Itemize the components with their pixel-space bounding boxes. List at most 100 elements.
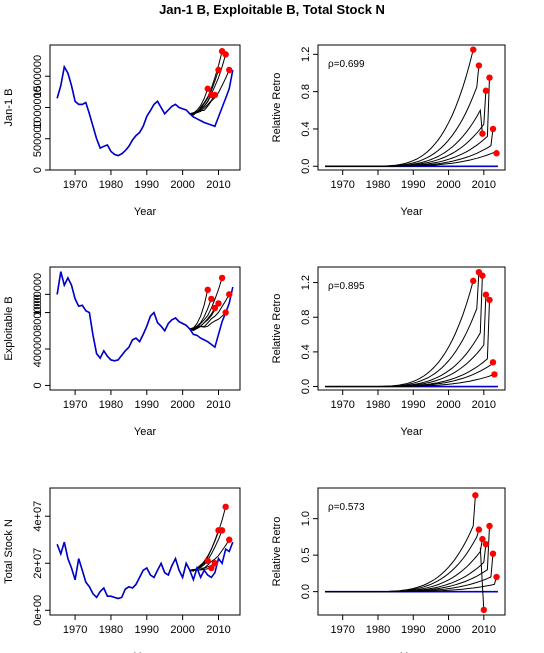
retro-terminal-point	[479, 272, 486, 279]
retro-terminal-point	[222, 309, 229, 316]
panel-right-3: 1970 1980 1990 2000 2010 Year 0.0 0.5 1.0 Relativ…	[271, 487, 506, 653]
x-tick-label: 2000	[436, 399, 460, 411]
retro-peel-line	[56, 271, 212, 362]
retro-terminal-point	[479, 130, 486, 137]
y-tick-label: 800000	[32, 294, 44, 331]
retro-terminal-point	[489, 125, 497, 133]
relative-retro-line	[325, 529, 480, 593]
retro-terminal-point	[204, 286, 211, 293]
panel-left-3: 1970 1980 1990 2000 2010 Year 0e+00 2e+07 4e+07 T…	[3, 487, 241, 653]
panel-left-1: 1970 1980 1990 2000 2010 Year 0 500000100000015…	[3, 44, 241, 218]
y-tick-label: 0.4	[300, 344, 312, 359]
x-axis-label: Year	[400, 206, 423, 218]
relative-retro-line	[325, 77, 490, 167]
relative-retro-line	[325, 525, 490, 593]
figure-title: Jan-1 B, Exploitable B, Total Stock N	[159, 2, 385, 17]
series-lines	[325, 49, 498, 168]
x-axis-label: Year	[134, 651, 157, 653]
y-tick-label: 0	[32, 382, 44, 388]
retro-peel-line	[56, 271, 216, 362]
retro-terminal-point	[222, 51, 229, 58]
x-axis: 1970 1980 1990 2000 2010	[330, 615, 496, 636]
retro-peel-line	[56, 271, 219, 362]
retro-terminal-point	[226, 66, 233, 74]
x-tick-label: 1980	[99, 624, 123, 636]
relative-retro-line	[325, 90, 487, 167]
x-tick-label: 1990	[401, 624, 425, 636]
y-axis-label: Jan-1 B	[3, 89, 15, 127]
relative-retro-line	[325, 108, 483, 167]
x-tick-label: 1970	[330, 399, 354, 411]
retro-terminal-point	[211, 560, 219, 567]
retro-terminal-point	[472, 492, 479, 499]
x-tick-label: 1970	[63, 179, 87, 191]
y-tick-label: 2e+07	[32, 548, 44, 579]
x-axis-label: Year	[134, 426, 157, 438]
final-run-line	[56, 271, 234, 362]
y-tick-label: 1500000	[32, 55, 44, 98]
x-tick-label: 1990	[135, 179, 159, 191]
y-tick-label: 0.0	[300, 584, 312, 599]
retro-peel-line	[56, 65, 209, 157]
plot-frame	[317, 44, 506, 171]
y-tick-label: 1000000	[32, 273, 44, 316]
y-tick-label: 0.4	[300, 121, 312, 136]
x-axis: 1970 1980 1990 2000 2010	[63, 615, 231, 636]
x-tick-label: 2000	[170, 399, 194, 411]
retro-terminal-point	[475, 526, 483, 533]
plot-frame	[49, 44, 241, 171]
x-axis: 1970 1980 1990 2000 2010	[330, 170, 496, 191]
retro-terminal-point	[482, 87, 490, 94]
retro-terminal-point	[480, 606, 488, 614]
terminal-points	[204, 274, 233, 316]
retro-terminal-point	[222, 503, 229, 511]
y-axis-label: Exploitable B	[3, 296, 15, 360]
x-axis: 1970 1980 1990 2000 2010	[63, 170, 231, 191]
mohn-rho-annotation: ρ=0.699	[328, 59, 365, 70]
retro-terminal-point	[482, 291, 490, 298]
retro-terminal-point	[493, 150, 500, 157]
y-tick-label: 500000	[32, 120, 44, 157]
y-tick-label: 1.2	[300, 275, 312, 290]
y-axis-label: Total Stock N	[3, 519, 15, 584]
x-tick-label: 2010	[206, 179, 230, 191]
panel-right-2: 1970 1980 1990 2000 2010 Year 0.0 0.4 0.8 1.2 Rela…	[271, 266, 506, 438]
retro-peel-line	[56, 271, 223, 362]
retro-terminal-point	[204, 85, 211, 92]
y-tick-label: 0.8	[300, 310, 312, 325]
retro-terminal-point	[486, 74, 493, 81]
retro-terminal-point	[489, 359, 497, 366]
retro-terminal-point	[215, 66, 222, 74]
retro-peel-line	[56, 271, 209, 362]
retro-peel-line	[56, 65, 216, 157]
x-tick-label: 2010	[472, 179, 496, 191]
x-tick-label: 1970	[330, 179, 354, 191]
retro-terminal-point	[226, 536, 233, 543]
x-tick-label: 2010	[472, 624, 496, 636]
retro-peel-line	[56, 530, 223, 600]
retro-peel-line	[56, 65, 230, 157]
relative-retro-line	[325, 576, 497, 593]
retro-terminal-point	[486, 296, 493, 304]
retro-terminal-point	[218, 274, 226, 282]
mohn-rho-annotation: ρ=0.573	[328, 502, 365, 513]
retro-terminal-point	[218, 527, 226, 534]
x-tick-label: 1990	[135, 624, 159, 636]
retro-terminal-point	[208, 564, 215, 572]
x-tick-label: 1980	[366, 179, 390, 191]
x-axis-label: Year	[134, 206, 157, 218]
retro-peel-line	[56, 530, 219, 600]
panel-left-2: 1970 1980 1990 2000 2010 Year 0 400000800000100…	[3, 266, 241, 438]
x-tick-label: 2000	[436, 624, 460, 636]
x-tick-label: 2000	[436, 179, 460, 191]
y-tick-label: 1.2	[300, 47, 312, 62]
terminal-points	[472, 492, 500, 614]
y-tick-label: 0.5	[300, 548, 312, 563]
y-axis-label: Relative Retro	[271, 517, 283, 587]
x-tick-label: 2000	[170, 179, 194, 191]
y-axis: 0e+00 2e+07 4e+07	[32, 501, 50, 626]
y-tick-label: 1.0	[300, 511, 312, 526]
series-lines	[325, 495, 498, 610]
y-tick-label: 1000000	[32, 86, 44, 129]
y-tick-label: 0e+00	[32, 595, 44, 626]
